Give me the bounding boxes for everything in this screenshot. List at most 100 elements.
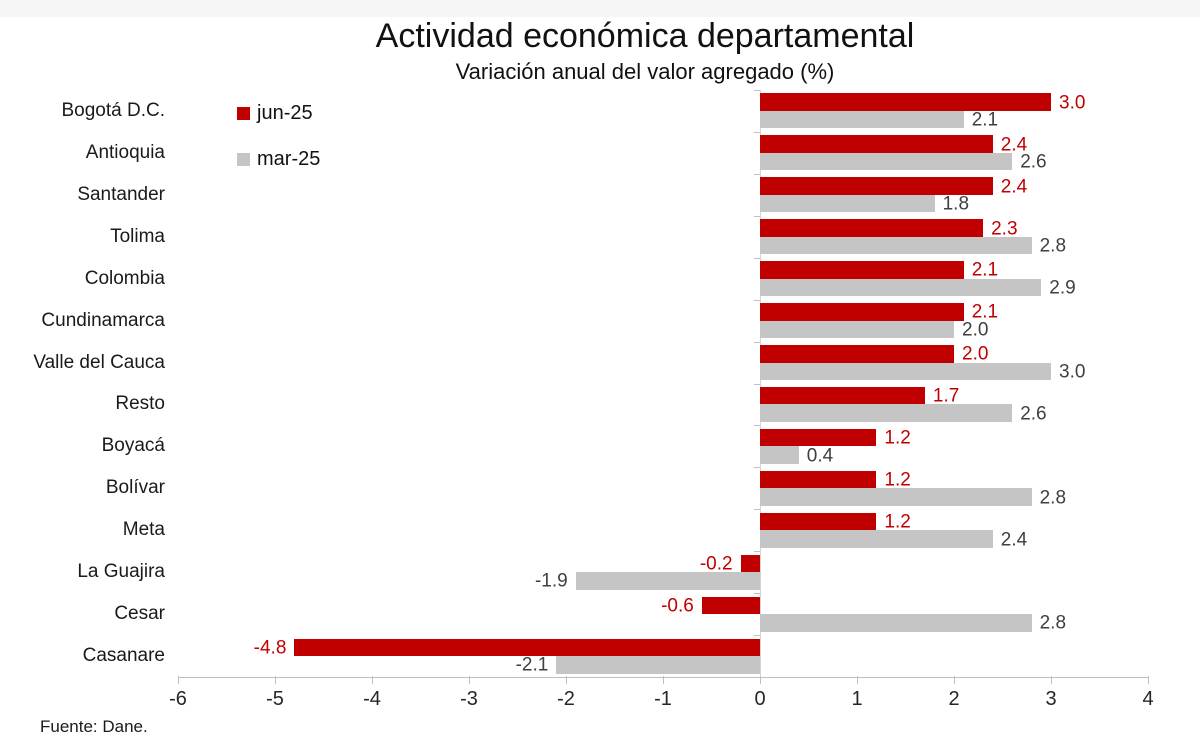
- category-tick: [754, 593, 760, 595]
- x-axis-tick: [275, 676, 276, 684]
- category-label: Cundinamarca: [41, 309, 165, 331]
- bar-value-label: -0.2: [699, 553, 733, 575]
- bar-jun-25: [760, 219, 984, 237]
- category-label: Antioquia: [85, 141, 165, 163]
- bar-mar-25: [760, 446, 799, 464]
- bar-value-label: 3.0: [1059, 361, 1086, 383]
- legend-swatch-jun-25: [237, 106, 250, 120]
- x-axis-tick: [857, 676, 858, 684]
- legend-label: mar-25: [257, 147, 321, 170]
- bar-jun-25: [760, 345, 954, 363]
- bar-jun-25: [760, 512, 877, 531]
- bar-jun-25: [760, 386, 925, 405]
- x-axis-tick-label: 4: [1142, 688, 1154, 710]
- x-axis-tick-label: -1: [654, 688, 672, 710]
- bar-value-label: 1.2: [884, 469, 911, 491]
- category-tick: [754, 551, 760, 553]
- category-axis: Bogotá D.C. Antioquia Santander Tolima Colom…: [0, 90, 165, 677]
- chart-title: Actividad económica departamental: [375, 17, 915, 55]
- bar-value-label: 0.4: [806, 445, 834, 467]
- category-tick: [754, 509, 760, 511]
- legend-label: jun-25: [257, 101, 313, 124]
- x-axis-tick: [178, 676, 179, 684]
- x-axis-tick: [469, 676, 470, 684]
- x-axis-tick-label: -4: [363, 688, 381, 710]
- bar-value-label: 2.4: [1000, 176, 1028, 198]
- bar-mar-25: [760, 152, 1013, 171]
- bar-value-label: 2.8: [1039, 487, 1067, 509]
- bar-mar-25: [760, 530, 993, 548]
- bar-jun-25: [760, 428, 877, 447]
- x-axis-tick-label: -3: [460, 688, 478, 710]
- bar-jun-25: [760, 93, 1051, 111]
- x-axis-tick: [1051, 676, 1052, 684]
- bar-value-label: 2.9: [1049, 277, 1076, 299]
- legend-item-jun-25: jun-25: [237, 101, 320, 125]
- bar-mar-25: [760, 110, 964, 129]
- x-axis-tick-label: 2: [948, 688, 960, 710]
- bar-mar-25: [760, 194, 935, 213]
- bar-value-label: 2.6: [1020, 151, 1047, 173]
- bar-value-label: 2.4: [1000, 134, 1028, 156]
- x-axis-tick: [372, 676, 373, 684]
- category-tick: [754, 215, 760, 217]
- x-axis-tick-label: 0: [754, 688, 766, 710]
- bar-value-label: 1.7: [932, 385, 960, 407]
- bar-value-label: 2.8: [1039, 235, 1067, 257]
- bar-jun-25: [740, 554, 760, 573]
- bar-value-label: -1.9: [534, 570, 568, 592]
- bar-jun-25: [760, 135, 993, 153]
- bar-value-label: 2.3: [991, 218, 1018, 239]
- category-tick: [754, 467, 760, 469]
- bar-value-label: 1.2: [884, 511, 911, 533]
- bar-jun-25: [760, 177, 993, 195]
- x-axis-tick-label: -5: [266, 688, 284, 710]
- bar-value-label: 2.1: [971, 109, 999, 131]
- category-tick: [754, 341, 760, 343]
- bar-value-label: 3.0: [1059, 92, 1086, 114]
- category-label: Casanare: [82, 645, 165, 667]
- bar-mar-25: [760, 278, 1042, 297]
- bar-mar-25: [575, 572, 760, 590]
- title-block: Actividad económica departamental Variac…: [95, 17, 1195, 85]
- bar-mar-25: [760, 614, 1032, 632]
- x-axis-tick-label: 3: [1045, 688, 1057, 710]
- bar-jun-25: [760, 261, 964, 279]
- bar-mar-25: [760, 236, 1032, 255]
- bar-value-label: 2.0: [962, 343, 989, 365]
- bar-mar-25: [760, 320, 954, 339]
- category-label: Santander: [77, 183, 165, 205]
- x-axis-tick: [566, 676, 567, 684]
- bar-value-label: 2.8: [1039, 612, 1067, 634]
- category-tick: [754, 90, 760, 91]
- bar-value-label: -0.6: [661, 595, 694, 617]
- bar-mar-25: [760, 362, 1051, 381]
- bar-value-label: -2.1: [515, 654, 549, 676]
- plot-area: 3.0 2.4 2.4 2.3 2.1 2.1 2.0 1.7 1.2 1.2 1.2 -0.2 -0.…: [169, 90, 1154, 710]
- category-label: Resto: [115, 393, 165, 415]
- category-tick: [754, 173, 760, 175]
- category-tick: [754, 299, 760, 301]
- x-axis-tick: [954, 676, 955, 684]
- category-label: Colombia: [84, 267, 165, 289]
- category-tick: [754, 635, 760, 637]
- bar-mar-25: [760, 404, 1013, 422]
- category-label: Meta: [122, 519, 165, 541]
- bar-jun-25: [701, 596, 760, 615]
- category-label: Tolima: [110, 225, 165, 247]
- bar-mar-25: [556, 656, 760, 674]
- x-axis-tick: [663, 676, 664, 684]
- source-note: Fuente: Dane.: [40, 717, 148, 736]
- legend-item-mar-25: mar-25: [237, 147, 320, 171]
- zero-axis-line: [760, 90, 761, 677]
- chart-legend: jun-25 mar-25: [237, 101, 320, 193]
- category-label: Valle del Cauca: [33, 351, 165, 373]
- bar-jun-25: [760, 303, 964, 321]
- x-axis-tick-label: -2: [557, 688, 575, 710]
- category-label: Bolívar: [105, 477, 165, 499]
- x-axis-tick-label: 1: [851, 688, 863, 710]
- bar-mar-25: [760, 488, 1032, 506]
- category-label: Bogotá D.C.: [61, 99, 166, 121]
- bar-value-label: 1.8: [942, 193, 970, 215]
